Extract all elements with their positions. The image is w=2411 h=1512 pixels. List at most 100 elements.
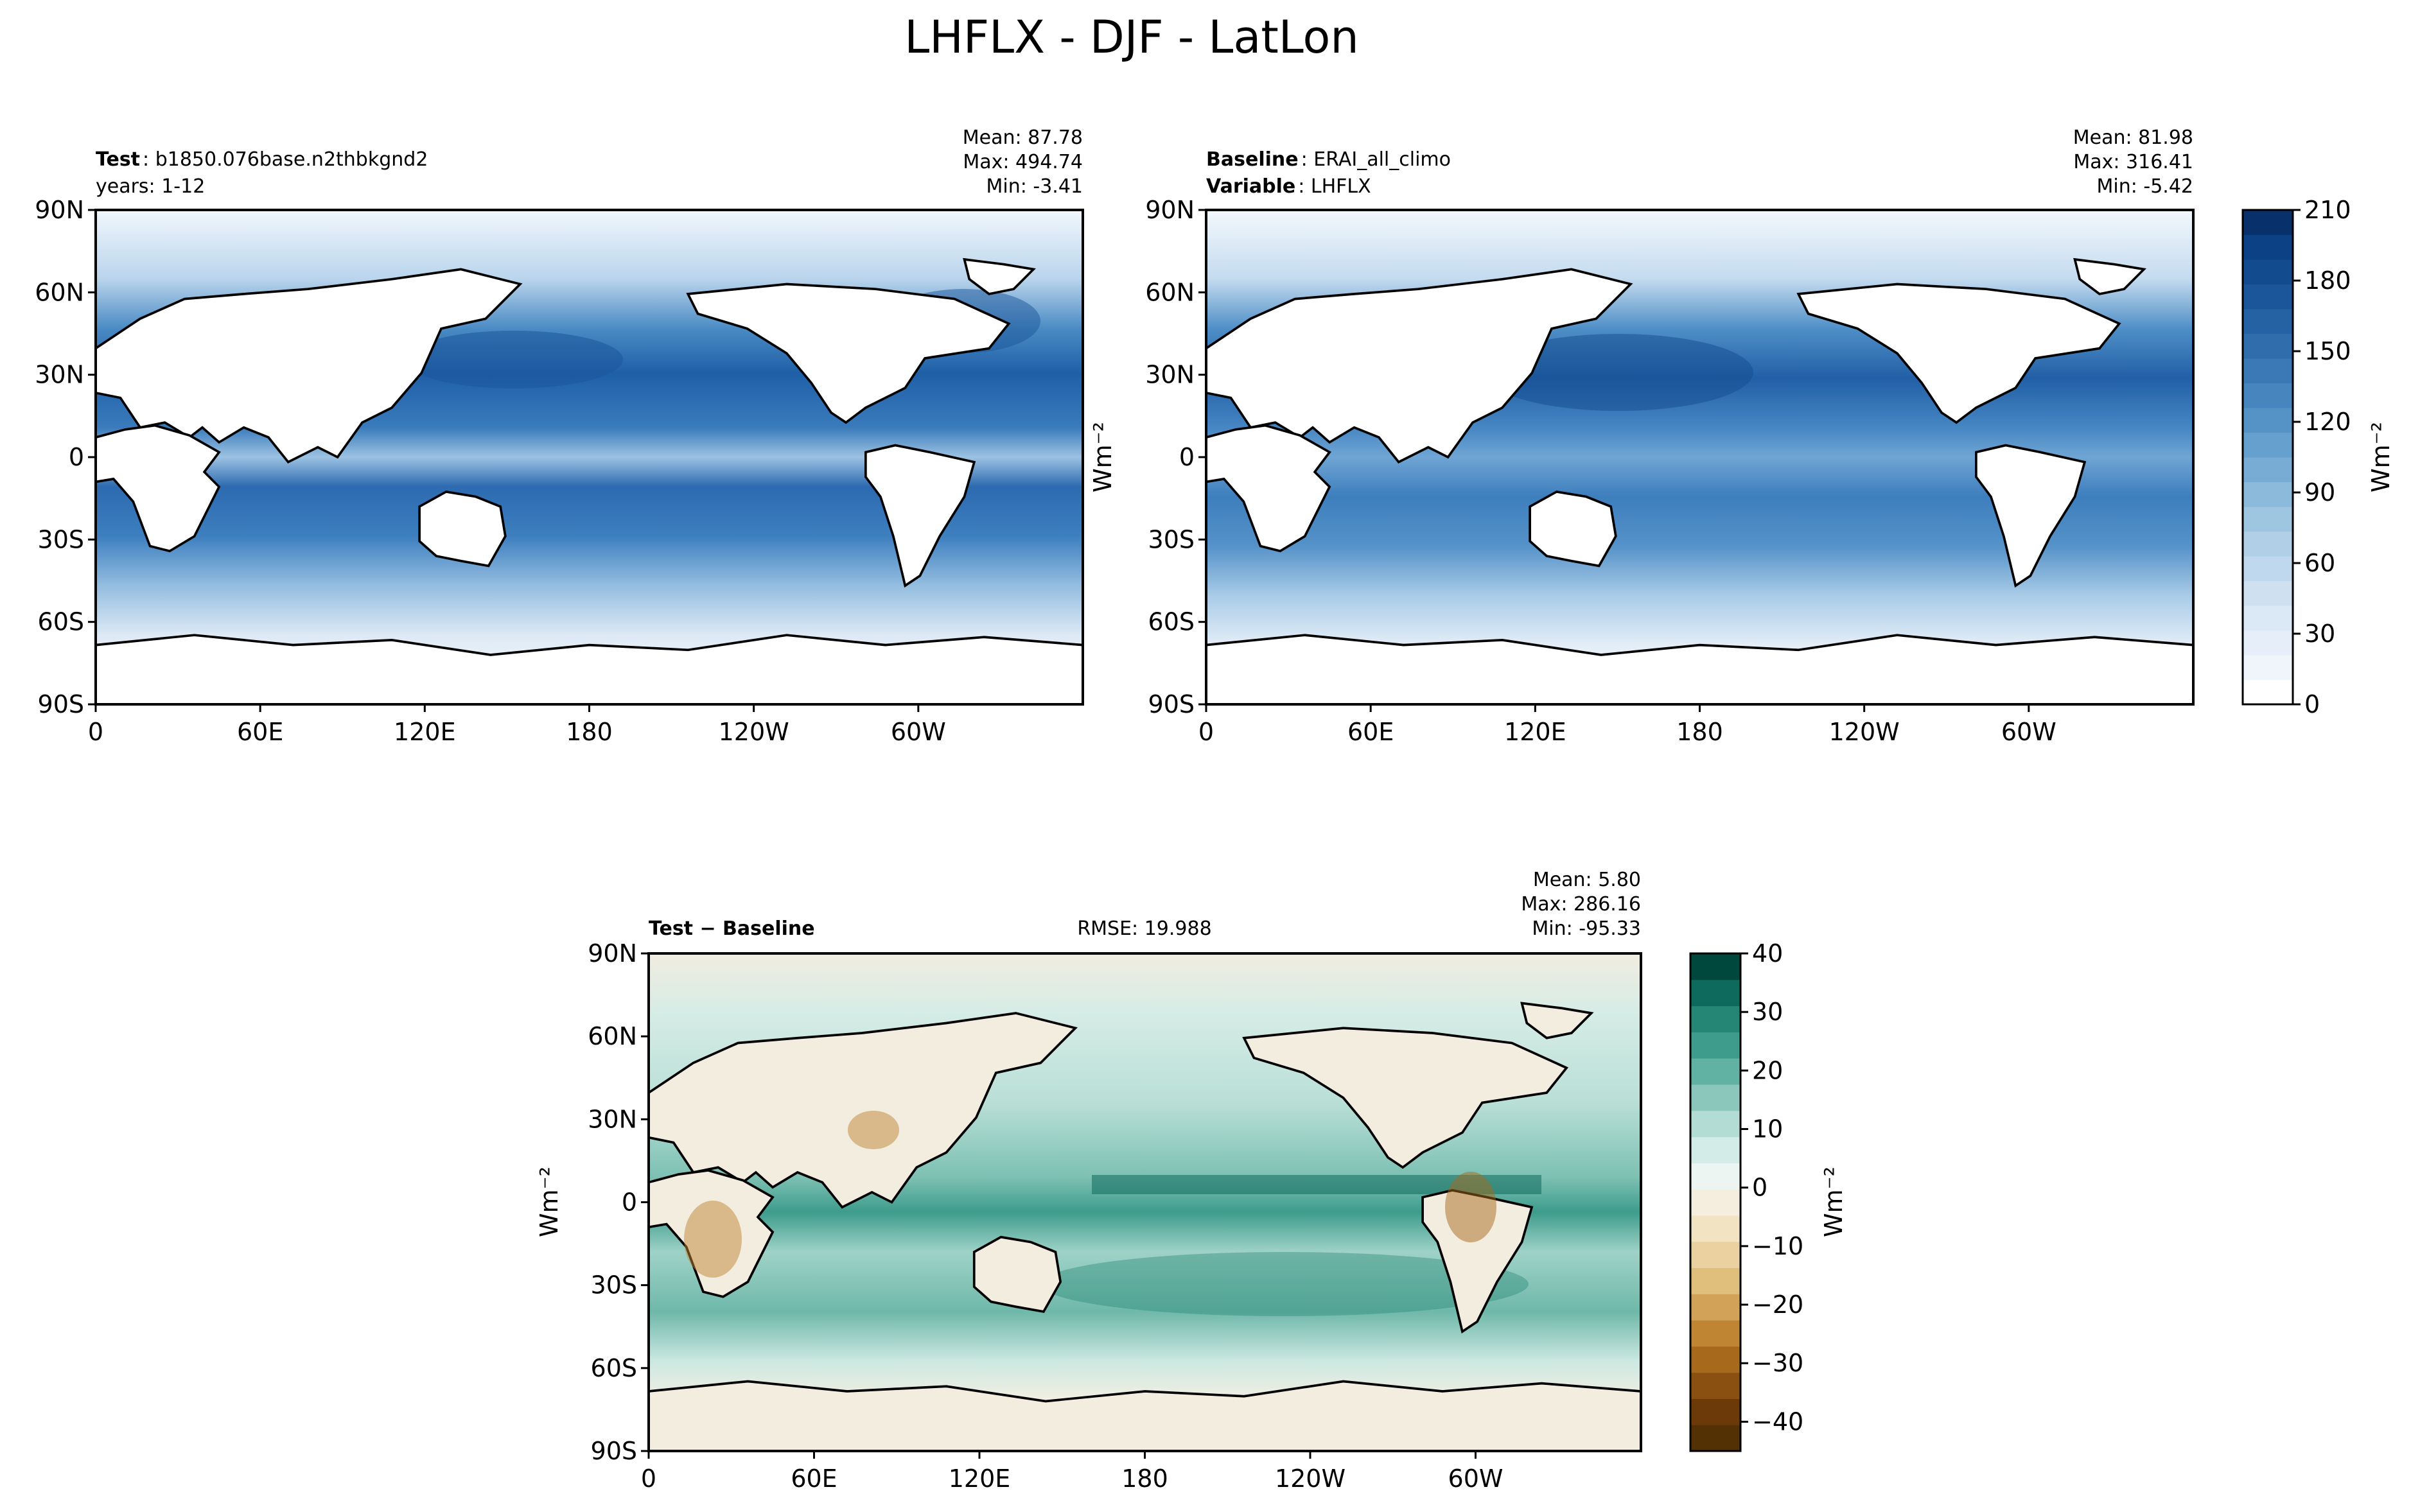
test-years: years: 1-12 <box>96 175 205 198</box>
colorbar-swatch <box>1690 1294 1740 1321</box>
lat-tick-label: 60N <box>35 278 84 306</box>
lat-tick-label: 60S <box>38 608 84 636</box>
diff-map <box>649 953 1641 1451</box>
lon-tick-label: 60W <box>2001 718 2056 746</box>
colorbar-swatch <box>2243 655 2293 681</box>
diff-lon-axis: 0 60E 120E 180 120W 60W <box>641 1451 1503 1493</box>
test-label-text: b1850.076base.n2thbkgnd2 <box>155 148 428 171</box>
diff-max: Max: 286.16 <box>1521 893 1641 916</box>
lon-tick-label: 180 <box>1676 718 1723 746</box>
colorbar-swatch <box>2243 507 2293 532</box>
colorbar-swatch <box>2243 408 2293 433</box>
colorbar-swatch <box>1690 979 1740 1007</box>
lon-tick-label: 120W <box>1275 1464 1346 1493</box>
test-panel: Test: b1850.076base.n2thbkgnd2 years: 1-… <box>35 126 1084 746</box>
lon-tick-label: 120E <box>1504 718 1566 746</box>
colorbar-top-swatches <box>2243 210 2293 705</box>
colorbar-top-unit: Wm⁻² <box>2367 422 2395 492</box>
lon-tick-label: 60E <box>791 1464 837 1493</box>
lat-tick-label: 90N <box>35 196 84 224</box>
baseline-max: Max: 316.41 <box>2073 151 2193 173</box>
colorbar-tick-label: 10 <box>1752 1115 1783 1143</box>
diff-panel: Test − Baseline RMSE: 19.988 Mean: 5.80 … <box>535 869 1642 1493</box>
diff-rmse: RMSE: 19.988 <box>1077 917 1211 940</box>
diff-min: Min: -95.33 <box>1532 917 1641 940</box>
colorbar-top-frame <box>2241 209 2294 706</box>
test-min: Min: -3.41 <box>986 175 1083 198</box>
test-lon-axis: 0 60E 120E 180 120W 60W <box>88 704 946 746</box>
test-max: Max: 494.74 <box>963 151 1083 173</box>
colorbar-swatch <box>2243 432 2293 458</box>
colorbar-tick-label: 60 <box>2304 549 2335 577</box>
lat-tick-label: 0 <box>69 443 84 471</box>
lon-tick-label: 120E <box>394 718 456 746</box>
lat-tick-label: 30S <box>38 525 84 553</box>
colorbar-swatch <box>2243 679 2293 705</box>
colorbar-tick-label: 30 <box>1752 998 1783 1026</box>
lon-tick-label: 0 <box>88 718 103 746</box>
colorbar-swatch <box>1690 1267 1740 1294</box>
lat-tick-label: 90N <box>1145 196 1195 224</box>
figure-title: LHFLX - DJF - LatLon <box>904 11 1359 64</box>
lat-tick-label: 30N <box>1145 361 1195 389</box>
colorbar-tick-label: 0 <box>2304 690 2320 718</box>
colorbar-swatch <box>2243 234 2293 260</box>
baseline-panel: Baseline: ERAI_all_climo Variable: LHFLX… <box>1145 126 2195 746</box>
lat-tick-label: 90S <box>1148 690 1195 718</box>
baseline-variable-text: LHFLX <box>1311 175 1371 198</box>
colorbar-swatch <box>2243 556 2293 582</box>
colorbar-swatch <box>2243 333 2293 359</box>
baseline-variable-bold: Variable <box>1206 175 1295 198</box>
colorbar-swatch <box>1690 1189 1740 1216</box>
colorbar-swatch <box>2243 358 2293 384</box>
colorbar-swatch <box>1690 1032 1740 1059</box>
lon-tick-label: 60W <box>891 718 946 746</box>
lat-tick-label: 60S <box>591 1354 637 1382</box>
colorbar-swatch <box>1690 1005 1740 1032</box>
lat-tick-label: 30N <box>35 361 84 389</box>
lat-tick-label: 90N <box>588 939 637 968</box>
test-label: Test: b1850.076base.n2thbkgnd2 <box>96 148 428 171</box>
colorbar-swatch <box>2243 210 2293 236</box>
baseline-label: Baseline: ERAI_all_climo <box>1206 148 1451 171</box>
colorbar-diff-ticks: 40 30 20 10 0 −10 −20 −30 −40 <box>1740 939 1803 1436</box>
colorbar-tick-label: −10 <box>1752 1232 1803 1260</box>
diff-y-unit: Wm⁻² <box>535 1167 563 1237</box>
colorbar-tick-label: 20 <box>1752 1056 1783 1084</box>
colorbar-tick-label: 180 <box>2304 266 2351 295</box>
test-pacific-max <box>405 331 623 388</box>
lat-tick-label: 0 <box>622 1188 637 1217</box>
colorbar-swatch <box>1690 1084 1740 1111</box>
colorbar-tick-label: 210 <box>2304 196 2351 224</box>
colorbar-swatch <box>2243 457 2293 483</box>
colorbar-diff-frame <box>1689 952 1742 1452</box>
test-lat-axis: 90N 60N 30N 0 30S 60S 90S <box>35 196 96 718</box>
colorbar-tick-label: 120 <box>2304 408 2351 436</box>
colorbar-swatch <box>2243 531 2293 557</box>
colorbar-swatch <box>1690 1346 1740 1373</box>
lon-tick-label: 0 <box>1198 718 1214 746</box>
colorbar-tick-label: 40 <box>1752 939 1783 968</box>
baseline-variable: Variable: LHFLX <box>1206 175 1371 198</box>
colorbar-swatch <box>1690 1320 1740 1347</box>
colorbar-swatch <box>1690 1163 1740 1190</box>
colorbar-swatch <box>2243 580 2293 606</box>
test-label-bold: Test <box>96 148 140 171</box>
colorbar-tick-label: −40 <box>1752 1407 1803 1436</box>
baseline-y-unit: Wm⁻² <box>1089 422 1117 492</box>
lat-tick-label: 90S <box>591 1437 637 1465</box>
colorbar-tick-label: 0 <box>1752 1174 1767 1202</box>
colorbar-swatch <box>1690 1058 1740 1085</box>
colorbar-swatch <box>2243 259 2293 285</box>
colorbar-swatch <box>1690 1425 1740 1452</box>
colorbar-swatch <box>1690 1372 1740 1400</box>
baseline-map <box>1206 210 2193 704</box>
colorbar-tick-label: 90 <box>2304 478 2335 507</box>
colorbar-tick-label: −20 <box>1752 1290 1803 1319</box>
colorbar-swatch <box>2243 630 2293 656</box>
lon-tick-label: 120W <box>719 718 789 746</box>
colorbar-tick-label: −30 <box>1752 1349 1803 1377</box>
colorbar-top-ticks: 210 180 150 120 90 60 30 0 <box>2293 196 2351 718</box>
colorbar-swatch <box>2243 284 2293 309</box>
lon-tick-label: 180 <box>1121 1464 1168 1493</box>
